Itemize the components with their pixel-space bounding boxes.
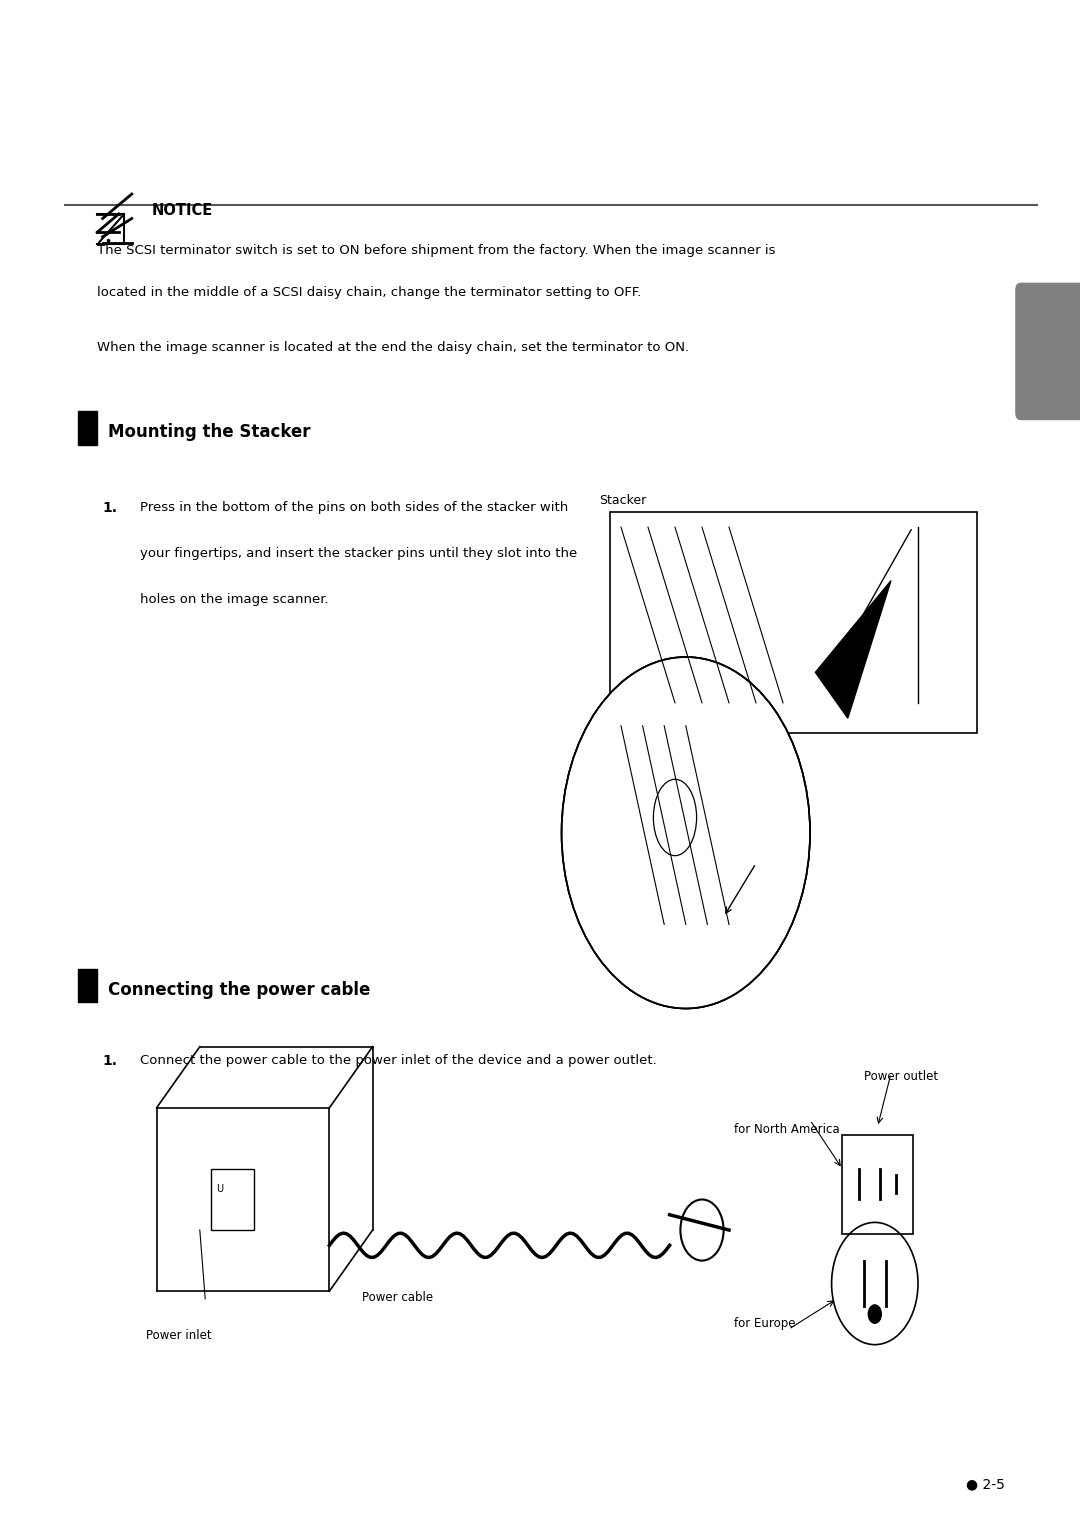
Bar bbox=[842, 1134, 913, 1235]
Bar bbox=[78, 969, 97, 1002]
Text: Power outlet: Power outlet bbox=[864, 1070, 939, 1083]
Bar bbox=[610, 512, 977, 733]
Text: 1.: 1. bbox=[103, 501, 118, 515]
Text: Stacker: Stacker bbox=[599, 494, 647, 507]
Text: Connect the power cable to the power inlet of the device and a power outlet.: Connect the power cable to the power inl… bbox=[140, 1054, 657, 1068]
Polygon shape bbox=[815, 581, 891, 718]
Text: NOTICE: NOTICE bbox=[151, 203, 213, 219]
Text: ● 2-5: ● 2-5 bbox=[966, 1478, 1004, 1491]
Circle shape bbox=[868, 1305, 881, 1323]
Text: U: U bbox=[216, 1184, 224, 1195]
Text: Press in the bottom of the pins on both sides of the stacker with: Press in the bottom of the pins on both … bbox=[140, 501, 569, 515]
Text: for North America: for North America bbox=[734, 1123, 840, 1137]
Bar bbox=[211, 1169, 254, 1230]
Text: Connecting the power cable: Connecting the power cable bbox=[108, 981, 370, 999]
Text: your fingertips, and insert the stacker pins until they slot into the: your fingertips, and insert the stacker … bbox=[140, 547, 578, 561]
Text: When the image scanner is located at the end the daisy chain, set the terminator: When the image scanner is located at the… bbox=[97, 341, 689, 354]
Text: Power cable: Power cable bbox=[362, 1291, 433, 1305]
Text: Mounting the Stacker: Mounting the Stacker bbox=[108, 423, 311, 442]
Text: located in the middle of a SCSI daisy chain, change the terminator setting to OF: located in the middle of a SCSI daisy ch… bbox=[97, 286, 642, 299]
Bar bbox=[78, 411, 97, 445]
Text: The SCSI terminator switch is set to ON before shipment from the factory. When t: The SCSI terminator switch is set to ON … bbox=[97, 244, 775, 258]
Text: holes on the image scanner.: holes on the image scanner. bbox=[140, 593, 329, 607]
FancyBboxPatch shape bbox=[1015, 283, 1080, 420]
Text: for Europe: for Europe bbox=[734, 1317, 796, 1331]
Circle shape bbox=[562, 657, 810, 1008]
Text: 1.: 1. bbox=[103, 1054, 118, 1068]
Text: Power inlet: Power inlet bbox=[146, 1329, 212, 1343]
